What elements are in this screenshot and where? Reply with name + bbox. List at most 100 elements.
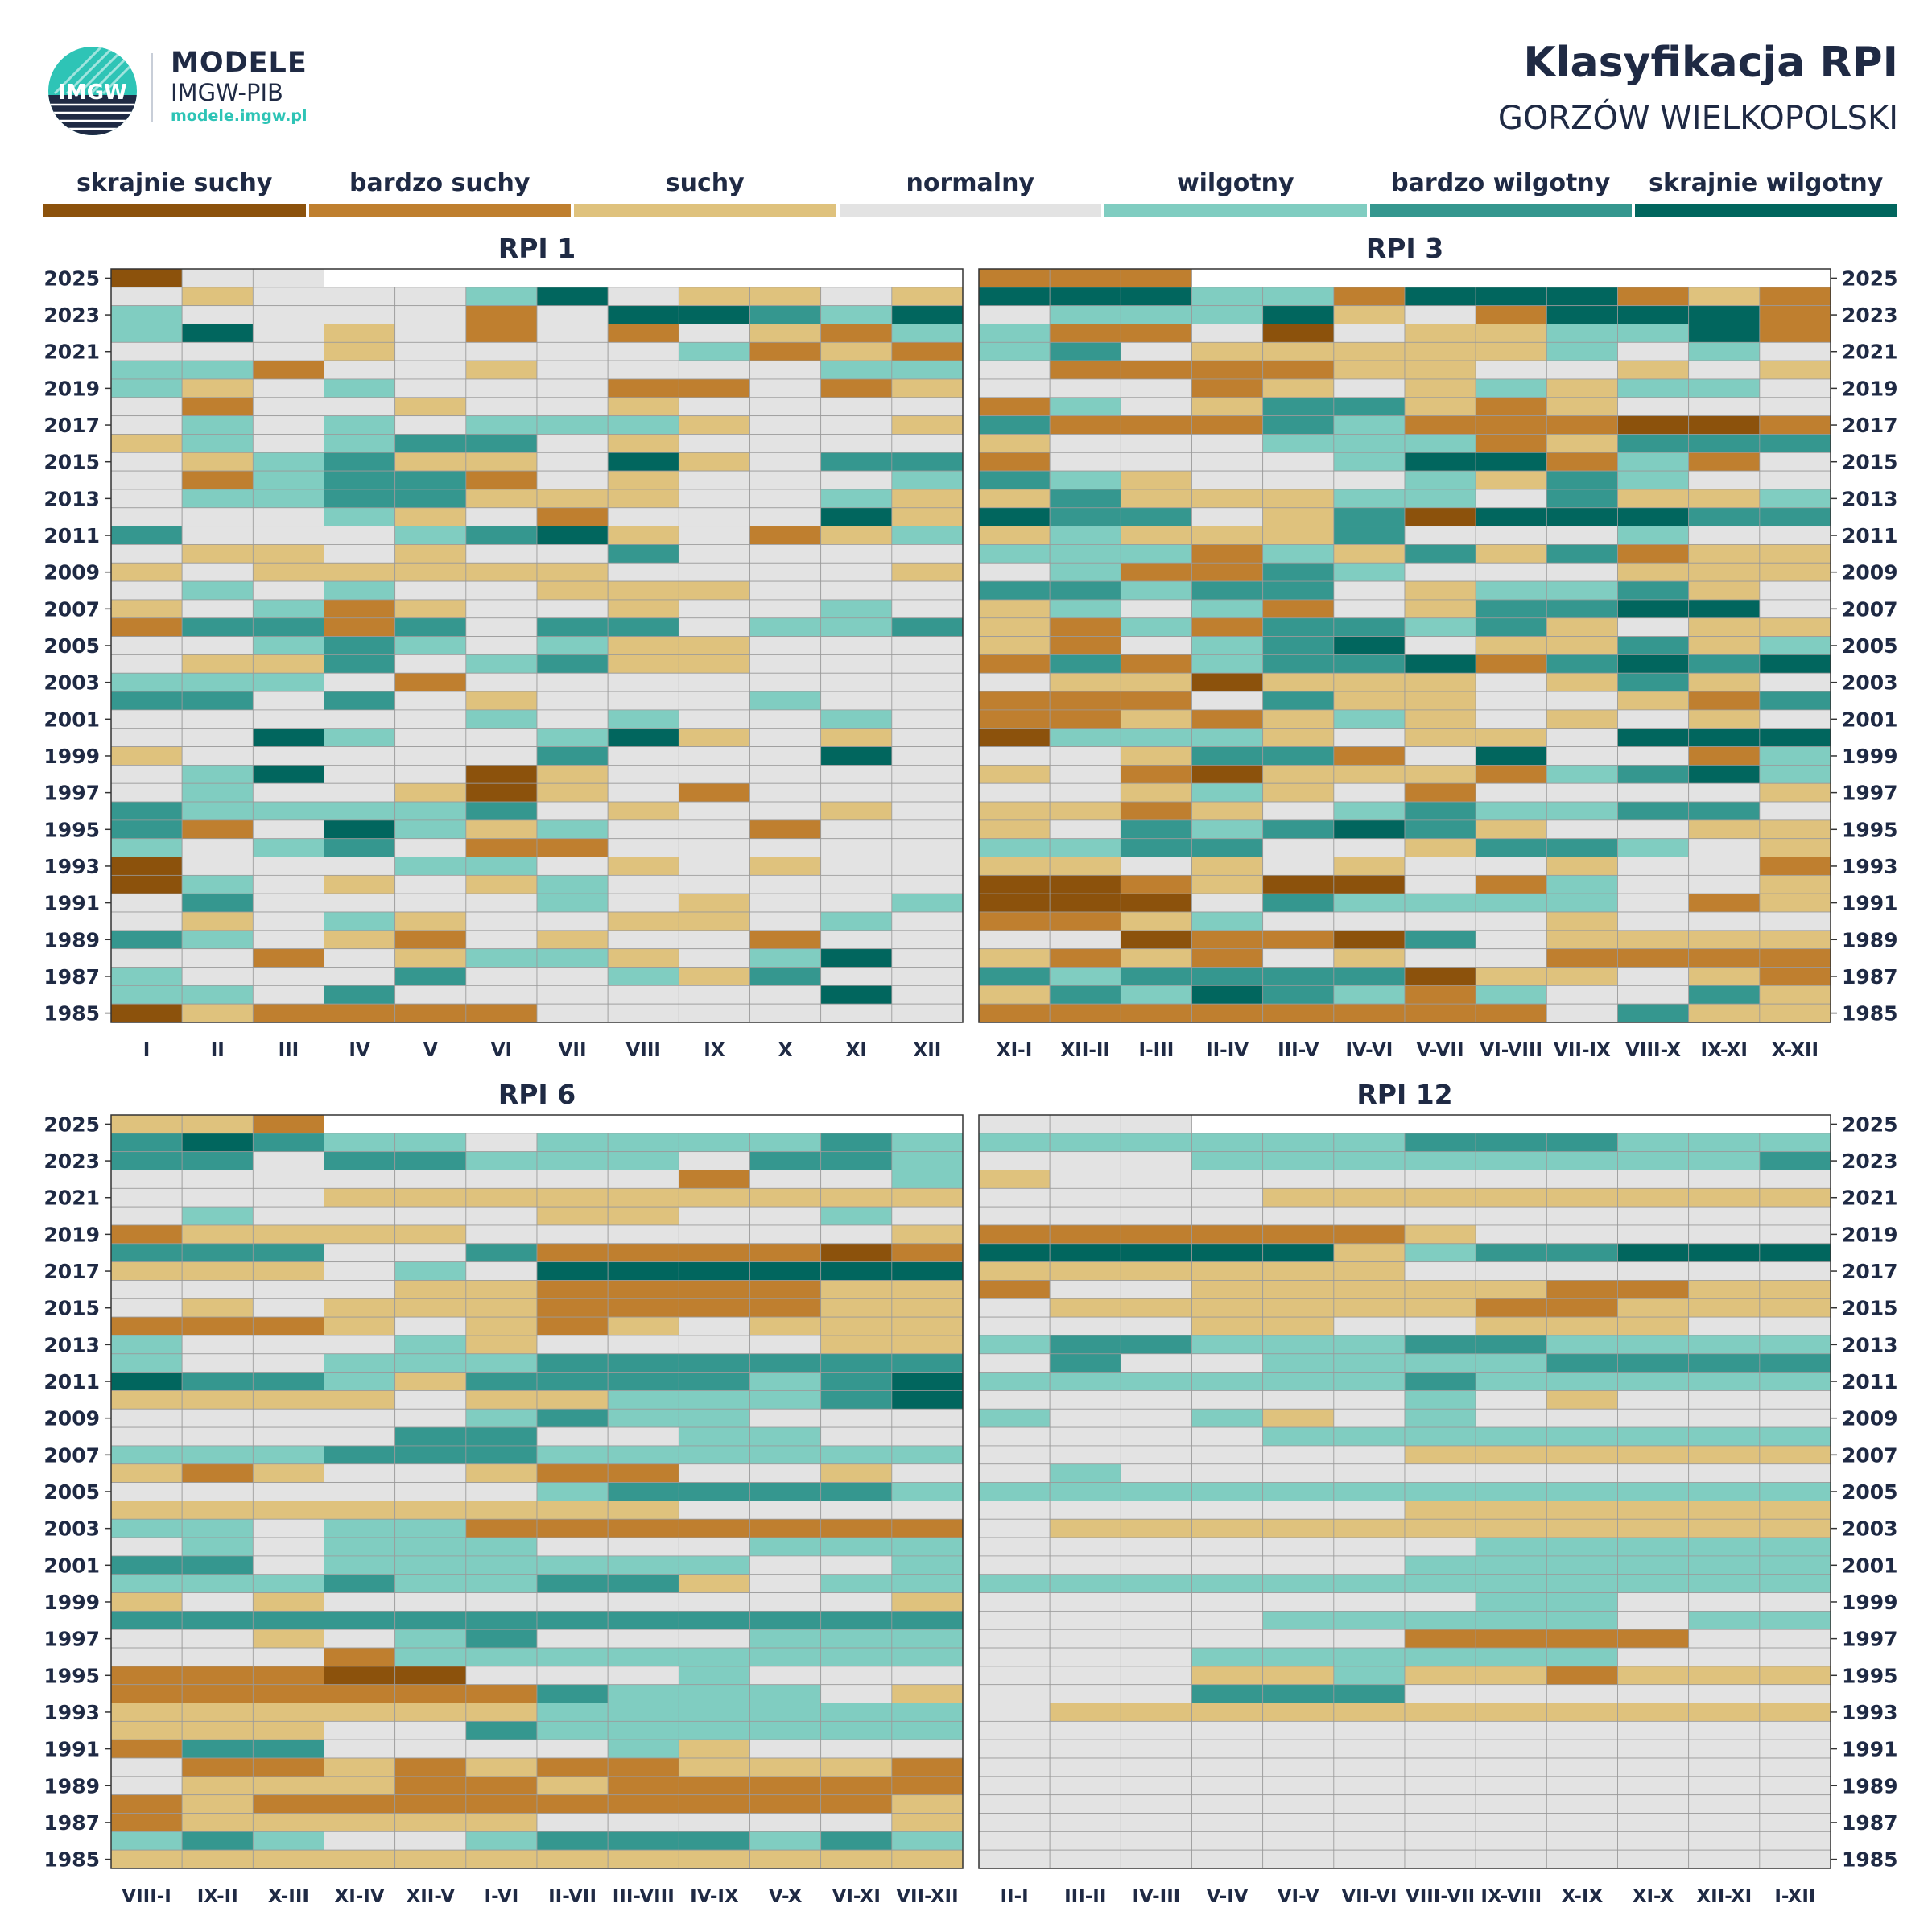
- heatmap-cell: [1475, 1776, 1547, 1796]
- heatmap-cell: [749, 654, 822, 674]
- heatmap-cell: [110, 911, 183, 931]
- heatmap-cell: [1617, 1518, 1690, 1538]
- heatmap-cell: [820, 782, 893, 803]
- heatmap-cell: [749, 1243, 822, 1263]
- heatmap-cell: [820, 1151, 893, 1170]
- heatmap-cell: [1404, 1666, 1476, 1686]
- heatmap-cell: [1688, 1170, 1761, 1189]
- heatmap-cell: [252, 360, 324, 380]
- heatmap-cell: [1049, 1170, 1121, 1189]
- heatmap-cell: [1191, 1206, 1264, 1226]
- heatmap-cell: [1404, 599, 1476, 619]
- heatmap-cell: [252, 930, 324, 950]
- heatmap-cell: [1262, 1426, 1335, 1447]
- heatmap-cell: [465, 893, 538, 913]
- heatmap-cell: [252, 378, 324, 398]
- heatmap-cell: [1546, 1703, 1618, 1722]
- heatmap-cell: [110, 1114, 183, 1134]
- heatmap-cell: [678, 1224, 750, 1245]
- heatmap-cell: [1262, 654, 1335, 674]
- heatmap-cell: [1475, 1684, 1547, 1703]
- heatmap-cell: [1617, 1610, 1690, 1630]
- heatmap-cell: [1262, 782, 1335, 803]
- heatmap-cell: [820, 1739, 893, 1759]
- heatmap-cell: [1333, 434, 1406, 453]
- heatmap-cell: [465, 1647, 538, 1667]
- heatmap-cell: [1191, 1592, 1264, 1612]
- heatmap-cell: [1546, 617, 1618, 637]
- heatmap-cell: [394, 1501, 467, 1520]
- heatmap-cell: [1617, 434, 1690, 453]
- heatmap-cell: [252, 691, 324, 711]
- heatmap-cell: [1049, 580, 1121, 601]
- heatmap-cell: [1759, 1372, 1831, 1391]
- heatmap-cell: [749, 911, 822, 931]
- heatmap-cell: [181, 985, 254, 1005]
- heatmap-cell: [1049, 1518, 1121, 1538]
- heatmap-cell: [465, 305, 538, 324]
- heatmap-cell: [1191, 341, 1264, 361]
- heatmap-cell: [1191, 636, 1264, 655]
- heatmap-cell: [1191, 893, 1264, 913]
- y-tick-label: 2017: [1842, 1260, 1898, 1283]
- y-tick-label: 2007: [43, 597, 100, 621]
- heatmap-cell: [820, 948, 893, 968]
- heatmap-cell: [181, 654, 254, 674]
- x-tick-label: X-III: [268, 1886, 309, 1907]
- heatmap-cell: [1546, 580, 1618, 601]
- heatmap-cell: [1475, 1482, 1547, 1501]
- heatmap-cell: [1617, 1482, 1690, 1501]
- heatmap-cell: [1546, 599, 1618, 619]
- heatmap-cell: [1049, 1537, 1121, 1557]
- heatmap-cell: [394, 1629, 467, 1649]
- heatmap-cell: [324, 562, 396, 582]
- heatmap-cell: [465, 489, 538, 509]
- heatmap-cell: [1262, 1445, 1335, 1465]
- heatmap-cell: [1759, 1280, 1831, 1299]
- heatmap-cell: [110, 1280, 183, 1299]
- y-tick-label: 2005: [43, 1480, 100, 1504]
- heatmap-cell: [1333, 857, 1406, 876]
- heatmap-cell: [978, 1243, 1051, 1263]
- heatmap-cell: [252, 728, 324, 747]
- heatmap-cell: [252, 838, 324, 857]
- brand-url-link[interactable]: modele.imgw.pl: [171, 107, 308, 125]
- heatmap-cell: [1759, 1813, 1831, 1832]
- heatmap-cell: [820, 672, 893, 692]
- heatmap-cell: [1617, 1757, 1690, 1777]
- heatmap-cell: [1546, 1794, 1618, 1814]
- heatmap-cell: [1617, 470, 1690, 490]
- heatmap-cell: [465, 1720, 538, 1740]
- heatmap-cell: [394, 764, 467, 784]
- heatmap-cell: [1120, 1629, 1192, 1649]
- heatmap-cell: [252, 1170, 324, 1189]
- heatmap-cell: [749, 324, 822, 343]
- heatmap-cell: [607, 434, 679, 453]
- heatmap-cell: [1191, 580, 1264, 601]
- heatmap-cell: [891, 911, 964, 931]
- heatmap-cell: [1120, 1518, 1192, 1538]
- heatmap-cell: [978, 360, 1051, 380]
- heatmap-cell: [1759, 434, 1831, 453]
- heatmap-cell: [1688, 1298, 1761, 1318]
- heatmap-cell: [252, 507, 324, 527]
- heatmap-cell: [1333, 672, 1406, 692]
- heatmap-cell: [978, 709, 1051, 729]
- heatmap-cell: [978, 1316, 1051, 1336]
- heatmap-cell: [820, 1408, 893, 1428]
- heatmap-cell: [181, 599, 254, 619]
- heatmap-cell: [394, 1133, 467, 1153]
- heatmap-cell: [891, 1426, 964, 1447]
- heatmap-cell: [465, 415, 538, 435]
- heatmap-cell: [252, 526, 324, 545]
- heatmap-cell: [1049, 709, 1121, 729]
- heatmap-cell: [394, 819, 467, 840]
- heatmap-cell: [1049, 1574, 1121, 1593]
- heatmap-cell: [465, 1831, 538, 1851]
- heatmap-cell: [110, 1335, 183, 1355]
- heatmap-cell: [978, 1629, 1051, 1649]
- heatmap-cell: [1333, 1739, 1406, 1759]
- heatmap-cell: [1049, 1206, 1121, 1226]
- heatmap-cell: [607, 1831, 679, 1851]
